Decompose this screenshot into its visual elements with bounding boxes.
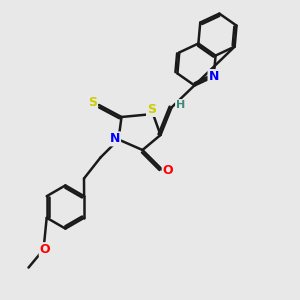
Text: N: N (110, 132, 120, 146)
Text: O: O (40, 243, 50, 256)
Text: O: O (163, 164, 173, 178)
Text: H: H (176, 100, 185, 110)
Text: N: N (208, 70, 219, 83)
Text: S: S (147, 103, 156, 116)
Text: S: S (88, 96, 97, 109)
